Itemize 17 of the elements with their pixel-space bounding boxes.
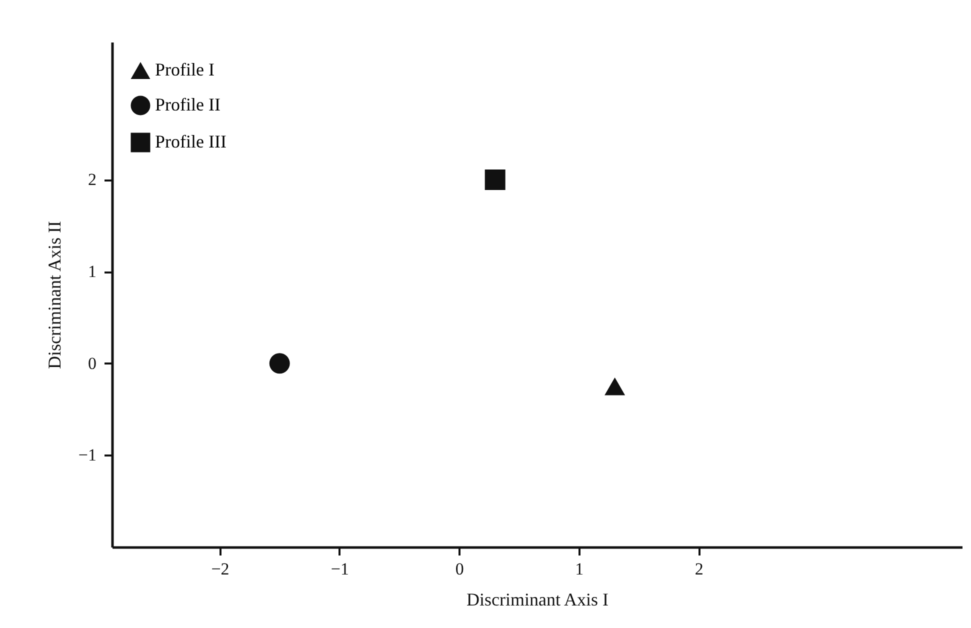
x-tick-label: −1 <box>330 560 350 578</box>
y-axis-title: Discriminant Axis II <box>44 221 64 369</box>
x-tick-label: 2 <box>694 560 704 578</box>
point <box>269 353 290 374</box>
legend-label: Profile III <box>155 132 226 152</box>
x-tick-label: 1 <box>575 560 584 578</box>
x-tick-label: −2 <box>211 560 230 578</box>
y-tick-label: 2 <box>88 170 96 190</box>
y-tick-label: −1 <box>78 446 96 465</box>
y-tick-label: 0 <box>88 354 96 373</box>
legend-label: Profile I <box>155 60 214 80</box>
y-tick-label: 1 <box>88 262 96 282</box>
x-tick-label: 0 <box>455 560 464 578</box>
x-axis-title: Discriminant Axis I <box>466 590 608 610</box>
point <box>604 377 626 396</box>
legend-label: Profile II <box>155 94 220 114</box>
point <box>484 169 506 190</box>
